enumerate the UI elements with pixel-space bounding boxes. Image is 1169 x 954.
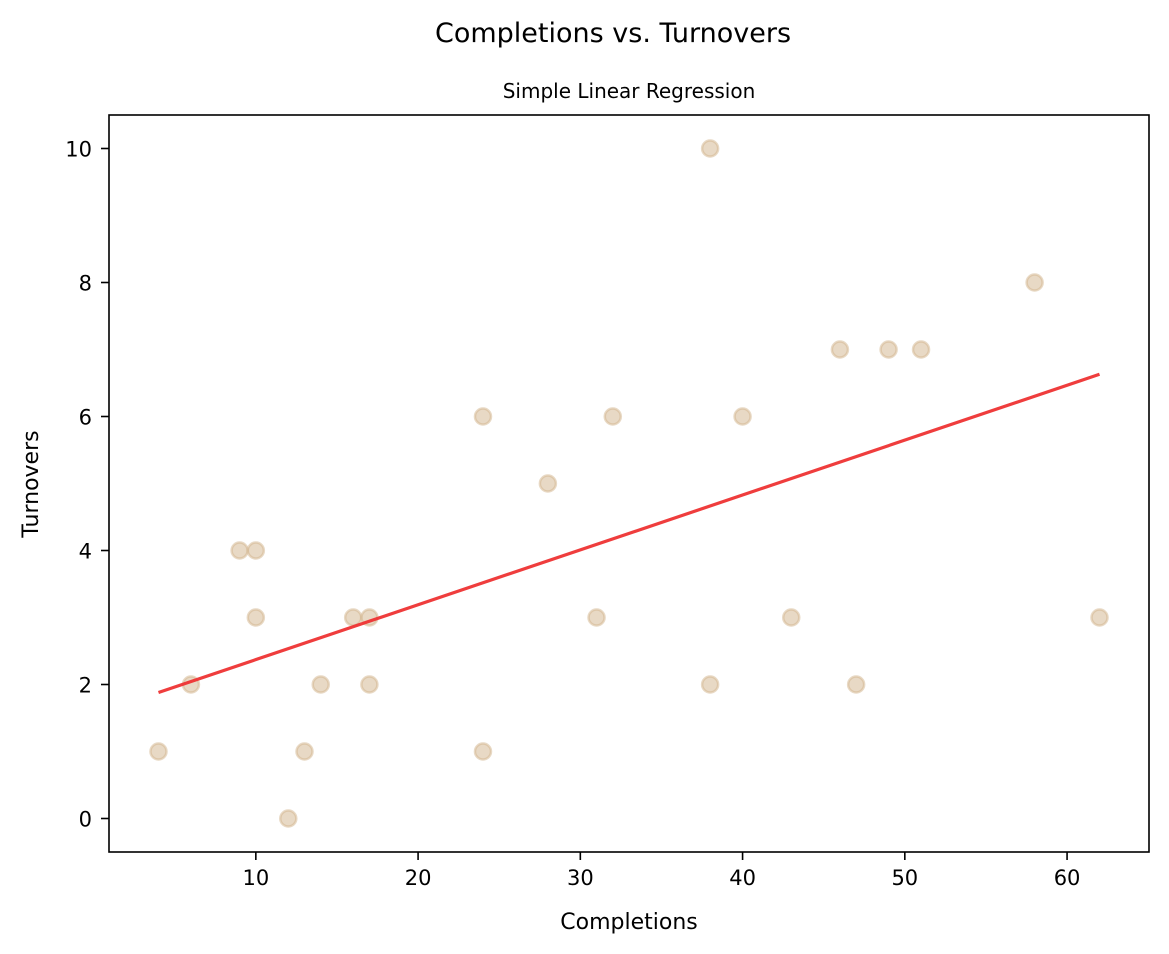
x-tick-label: 60 xyxy=(1054,866,1081,890)
scatter-points xyxy=(149,139,1109,828)
scatter-point xyxy=(295,742,314,761)
scatter-point xyxy=(781,608,801,627)
scatter-point xyxy=(846,675,866,694)
y-tick-label: 2 xyxy=(79,674,92,698)
scatter-point xyxy=(279,809,298,828)
x-tick-label: 40 xyxy=(729,866,756,890)
x-tick-label: 30 xyxy=(567,866,594,890)
y-tick-label: 10 xyxy=(65,138,92,162)
x-tick-label: 20 xyxy=(405,866,432,890)
scatter-point xyxy=(879,340,898,359)
y-tick-label: 0 xyxy=(79,808,92,832)
x-axis-label: Completions xyxy=(560,910,697,935)
x-tick-label: 50 xyxy=(891,866,918,890)
regression-line xyxy=(157,372,1101,695)
scatter-point xyxy=(246,608,266,627)
x-tick-label: 10 xyxy=(242,866,269,890)
scatter-point xyxy=(246,541,266,560)
scatter-point xyxy=(343,608,363,627)
scatter-point xyxy=(360,675,379,694)
scatter-point xyxy=(311,675,330,694)
scatter-point xyxy=(149,742,168,761)
scatter-point xyxy=(1025,273,1044,292)
scatter-point xyxy=(830,340,850,359)
y-tick-label: 8 xyxy=(79,272,92,296)
chart-subtitle: Simple Linear Regression xyxy=(503,79,756,103)
plot-area-frame xyxy=(108,114,1150,853)
scatter-point xyxy=(473,407,493,426)
scatter-point xyxy=(230,541,249,560)
scatter-point xyxy=(587,608,606,627)
chart-title: Completions vs. Turnovers xyxy=(435,18,791,49)
scatter-point xyxy=(538,474,558,493)
y-axis-label: Turnovers xyxy=(19,430,44,538)
y-tick-label: 6 xyxy=(79,406,92,430)
scatter-point xyxy=(603,407,623,426)
scatter-point xyxy=(700,139,720,158)
scatter-point xyxy=(733,407,752,426)
scatter-point xyxy=(700,675,720,694)
y-tick-label: 4 xyxy=(79,540,92,564)
scatter-point xyxy=(1090,608,1109,627)
scatter-point xyxy=(911,340,931,359)
scatter-point xyxy=(473,742,493,761)
